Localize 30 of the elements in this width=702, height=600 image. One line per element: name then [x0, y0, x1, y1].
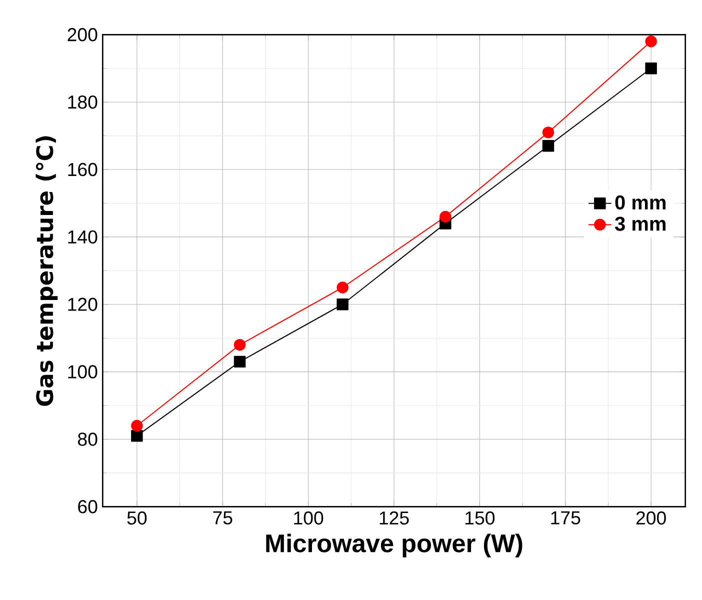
y-tick-label: 60 — [78, 500, 98, 514]
point — [542, 126, 554, 138]
point — [234, 356, 246, 368]
y-axis-title: Gas temperature (℃) — [36, 136, 58, 406]
y-tick-label: 200 — [68, 28, 98, 42]
point — [645, 36, 657, 48]
x-tick-label: 50 — [127, 511, 147, 525]
y-tick-label: 180 — [68, 95, 98, 109]
x-tick-label: 150 — [466, 511, 495, 525]
point — [542, 140, 554, 152]
legend-label: 0 mm — [615, 195, 666, 210]
x-tick-label: 100 — [294, 511, 324, 525]
legend-label: 3 mm — [614, 216, 666, 231]
x-tick-label: 75 — [213, 511, 232, 524]
point — [645, 62, 657, 74]
point — [336, 282, 348, 294]
point — [131, 430, 143, 442]
y-tick-label: 160 — [68, 162, 98, 176]
y-tick-label: 140 — [68, 230, 98, 244]
y-tick-label: 120 — [68, 298, 98, 311]
x-tick-label: 125 — [380, 511, 409, 525]
point — [336, 298, 348, 310]
point — [234, 338, 246, 351]
y-tick-label: 80 — [78, 432, 98, 446]
point — [440, 210, 452, 223]
x-tick-label: 175 — [551, 511, 580, 524]
x-tick-label: 200 — [636, 511, 666, 525]
y-tick-label: 100 — [68, 365, 98, 378]
point — [131, 420, 143, 432]
x-axis-title: Microwave power (W) — [266, 534, 522, 558]
